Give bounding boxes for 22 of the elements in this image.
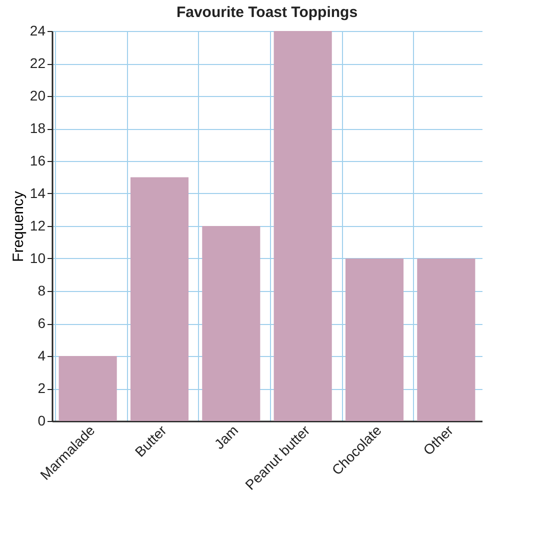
y-axis-title: Frequency	[10, 190, 27, 262]
y-tick-label: 24	[30, 22, 46, 38]
y-tick-label: 4	[38, 348, 46, 364]
y-tick-label: 0	[38, 412, 46, 428]
y-tick-label: 10	[30, 250, 46, 266]
bar	[130, 177, 189, 421]
bar	[202, 226, 260, 421]
bar	[274, 31, 332, 421]
x-tick-label: Jam	[211, 422, 242, 452]
y-tick-label: 12	[30, 218, 46, 234]
y-tick-label: 6	[38, 315, 46, 331]
bar	[417, 258, 476, 421]
y-tick-label: 14	[30, 185, 46, 201]
bar	[58, 356, 117, 421]
bar	[345, 258, 404, 421]
y-tick-label: 8	[38, 282, 46, 298]
y-tick-label: 18	[30, 120, 46, 136]
y-tick-label: 22	[30, 55, 46, 71]
chart-title: Favourite Toast Toppings	[176, 4, 358, 21]
y-tick-label: 2	[38, 380, 46, 396]
y-tick-label: 16	[30, 152, 46, 168]
y-tick-label: 20	[30, 88, 46, 104]
